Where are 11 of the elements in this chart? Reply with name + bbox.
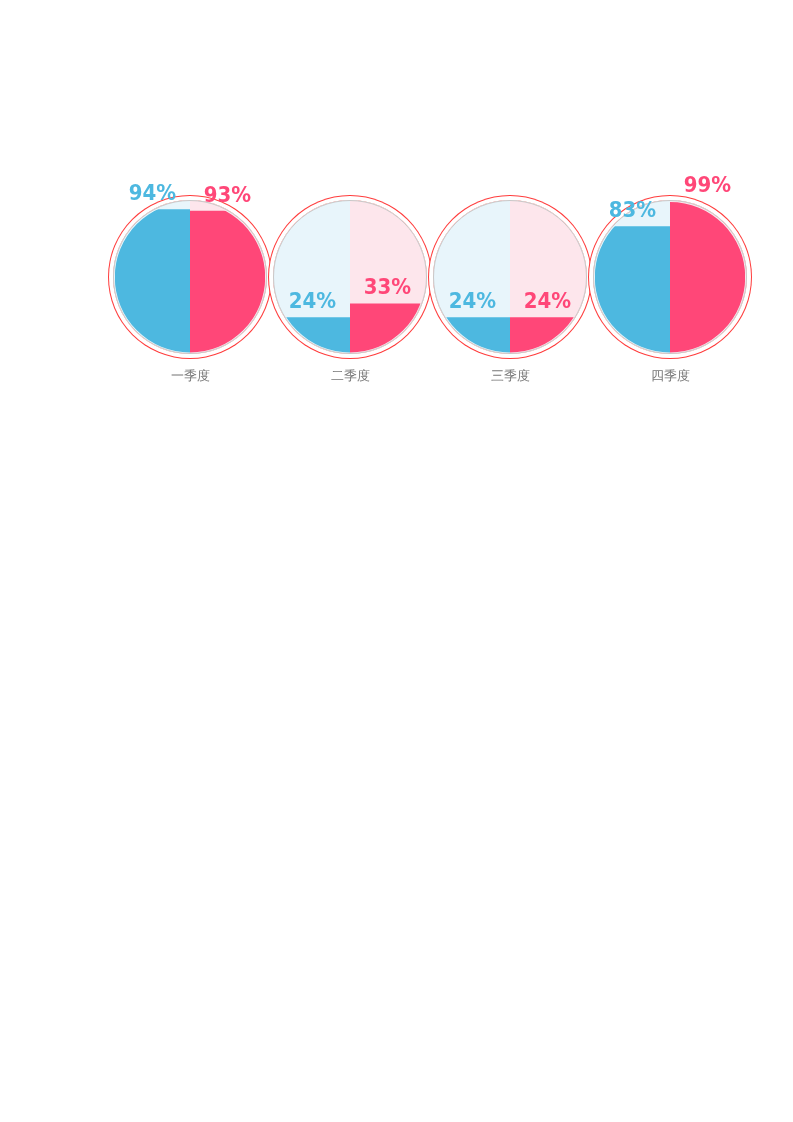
data-label: 24% (448, 288, 497, 314)
x-tick-label: 四季度 (650, 367, 690, 383)
x-tick-label: 二季度 (330, 367, 370, 383)
data-label: 93% (203, 181, 252, 207)
x-tick-label: 三季度 (490, 367, 530, 383)
data-label: 24% (288, 288, 337, 314)
data-label: 24% (523, 288, 572, 314)
data-label: 94% (128, 179, 177, 205)
data-label: 33% (363, 274, 412, 300)
x-tick-label: 一季度 (170, 367, 210, 383)
data-label: 99% (683, 172, 732, 198)
